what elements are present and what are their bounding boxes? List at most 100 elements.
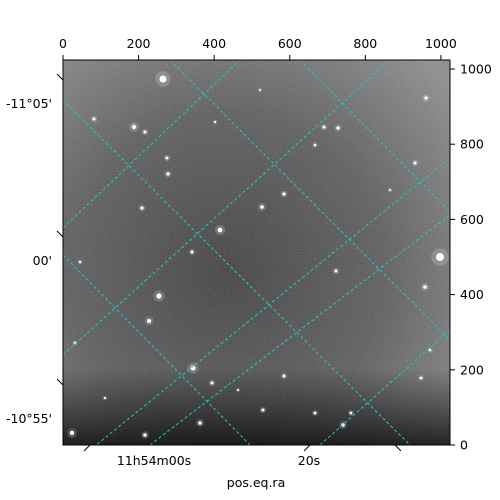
star [140,206,144,210]
star [313,143,317,147]
top-tick-label: 600 [278,36,302,51]
ra-label-5400: 11h54m00s [117,453,191,468]
star-glow [235,387,241,393]
grid-line [95,157,450,445]
star [159,75,167,83]
star [428,348,432,352]
dec-label-1105: -11°05' [6,96,52,111]
star-glow [163,154,171,162]
star [259,89,261,91]
star-glow [77,259,83,265]
grid-line [299,60,450,213]
grid-line [149,214,450,445]
right-tick-label: 200 [460,362,484,377]
star-glow [90,115,98,123]
star [282,374,286,378]
coordinate-grid [63,60,450,445]
right-axis: 0 200 400 600 800 1000 [450,62,492,453]
stars [67,71,449,439]
star-glow [141,128,149,136]
star-glow [214,224,226,236]
star [92,117,96,121]
bottom-axis: 11h54m00s 20s pos.eq.ra [83,444,402,490]
bottom-axis-title: pos.eq.ra [227,475,285,490]
star-glow [196,419,204,427]
star [419,376,423,380]
star [413,161,417,165]
top-tick-label: 200 [127,36,151,51]
star [190,365,196,371]
star [190,250,194,254]
star-glow [411,159,419,167]
star [237,389,239,391]
star [313,411,317,415]
star [103,396,107,400]
star [147,319,151,323]
star-glow [417,374,425,382]
star-glow [212,119,218,125]
grid-line [63,254,251,445]
star-glow [144,316,154,326]
top-tick-label: 400 [202,36,226,51]
star [213,120,217,124]
star [210,381,214,385]
star-glow [427,347,433,353]
star [349,411,353,415]
star [282,192,286,196]
star-glow [187,362,199,374]
star-glow [258,203,266,211]
grid-line [63,99,411,445]
right-tick-label: 800 [460,137,484,152]
star-glow [312,142,318,148]
star-glow [422,94,430,102]
star-glow [188,248,196,256]
star [336,126,340,130]
star [156,293,162,299]
star-glow [431,248,449,266]
star-glow [141,431,149,439]
ra-label-20s: 20s [298,453,320,468]
top-tick-label: 0 [59,36,67,51]
star-glow [138,204,146,212]
dec-label-1100: 00' [33,253,52,268]
star-glow [387,187,393,193]
star-glow [320,123,328,131]
star [423,285,427,289]
star-glow [421,283,429,291]
star-glow [72,340,78,346]
star-glow [332,267,340,275]
star [436,253,444,261]
left-axis: -11°05' 00' -10°55' [6,73,64,426]
top-axis: 0 200 400 600 800 1000 [59,36,457,60]
star-glow [280,190,288,198]
star [322,125,326,129]
top-tick-label: 800 [353,36,377,51]
star [165,156,169,160]
right-tick-label: 1000 [460,62,492,77]
star [389,189,391,191]
star [131,124,137,130]
star-glow [311,409,319,417]
star [78,260,82,264]
star-glow [334,124,342,132]
star [143,433,147,437]
star-glow [164,170,172,178]
top-tick-label: 1000 [425,36,457,51]
image-frame [62,59,451,446]
star [261,408,265,412]
star [334,269,338,273]
star-glow [102,395,108,401]
grid-line [319,329,450,445]
dec-label-1055: -10°55' [6,411,52,426]
star-glow [259,406,267,414]
star [424,96,428,100]
star [217,227,223,233]
star [143,130,147,134]
star-glow [153,290,165,302]
right-tick-label: 600 [460,212,484,227]
star [260,205,264,209]
star [198,421,202,425]
star-glow [257,87,263,93]
right-tick-label: 400 [460,287,484,302]
